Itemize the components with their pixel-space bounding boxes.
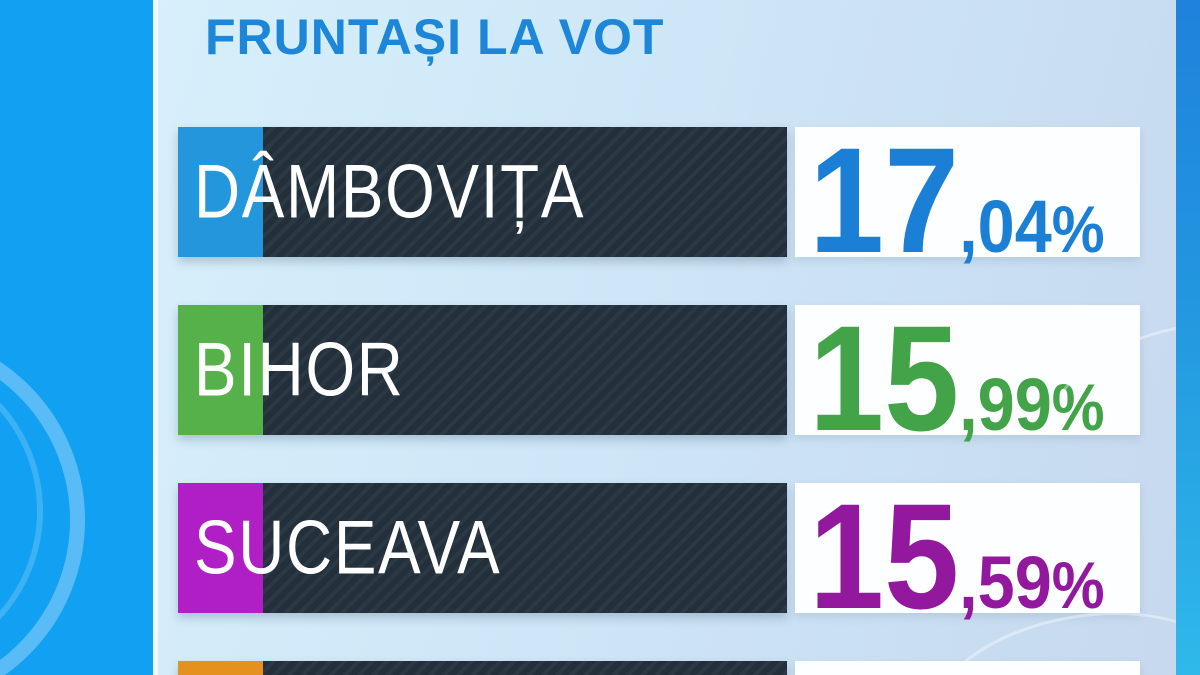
county-label: DÂMBOVIȚA — [194, 149, 586, 235]
left-blue-band — [0, 0, 153, 675]
value-box: 17,04% — [795, 125, 1140, 275]
county-label: SUCEAVA — [194, 505, 502, 591]
value-box: 15,59% — [795, 481, 1140, 631]
percentage-integer: 15 — [809, 294, 960, 462]
accent-block — [178, 305, 263, 435]
county-bar — [178, 661, 787, 675]
accent-block — [178, 661, 263, 675]
percentage-integer: 15 — [809, 472, 960, 640]
accent-block — [178, 127, 263, 257]
vote-percentage: 15,99% — [809, 303, 1105, 453]
right-blue-band — [1176, 0, 1200, 675]
accent-block — [178, 483, 263, 613]
result-row: SUCEAVA 15,59% — [178, 481, 1140, 631]
vote-percentage: 15,59% — [809, 481, 1105, 631]
divider-strip — [153, 0, 158, 675]
page-title: FRUNTAȘI LA VOT — [205, 9, 665, 65]
value-box: 15,99% — [795, 303, 1140, 453]
value-box — [795, 661, 1140, 675]
percent-sign: % — [1051, 192, 1105, 266]
percentage-integer: 17 — [809, 116, 960, 284]
county-label: BIHOR — [194, 327, 405, 413]
county-bar: DÂMBOVIȚA — [178, 127, 787, 257]
county-bar: SUCEAVA — [178, 483, 787, 613]
county-bar: BIHOR — [178, 305, 787, 435]
percent-sign: % — [1051, 548, 1105, 622]
percent-sign: % — [1051, 370, 1105, 444]
percentage-decimals: ,59 — [959, 541, 1052, 624]
result-row: BIHOR 15,99% — [178, 303, 1140, 453]
percentage-decimals: ,04 — [959, 185, 1052, 268]
percentage-decimals: ,99 — [959, 363, 1052, 446]
result-row: DÂMBOVIȚA 17,04% — [178, 125, 1140, 275]
result-row — [178, 661, 1140, 675]
vote-percentage: 17,04% — [809, 125, 1105, 275]
